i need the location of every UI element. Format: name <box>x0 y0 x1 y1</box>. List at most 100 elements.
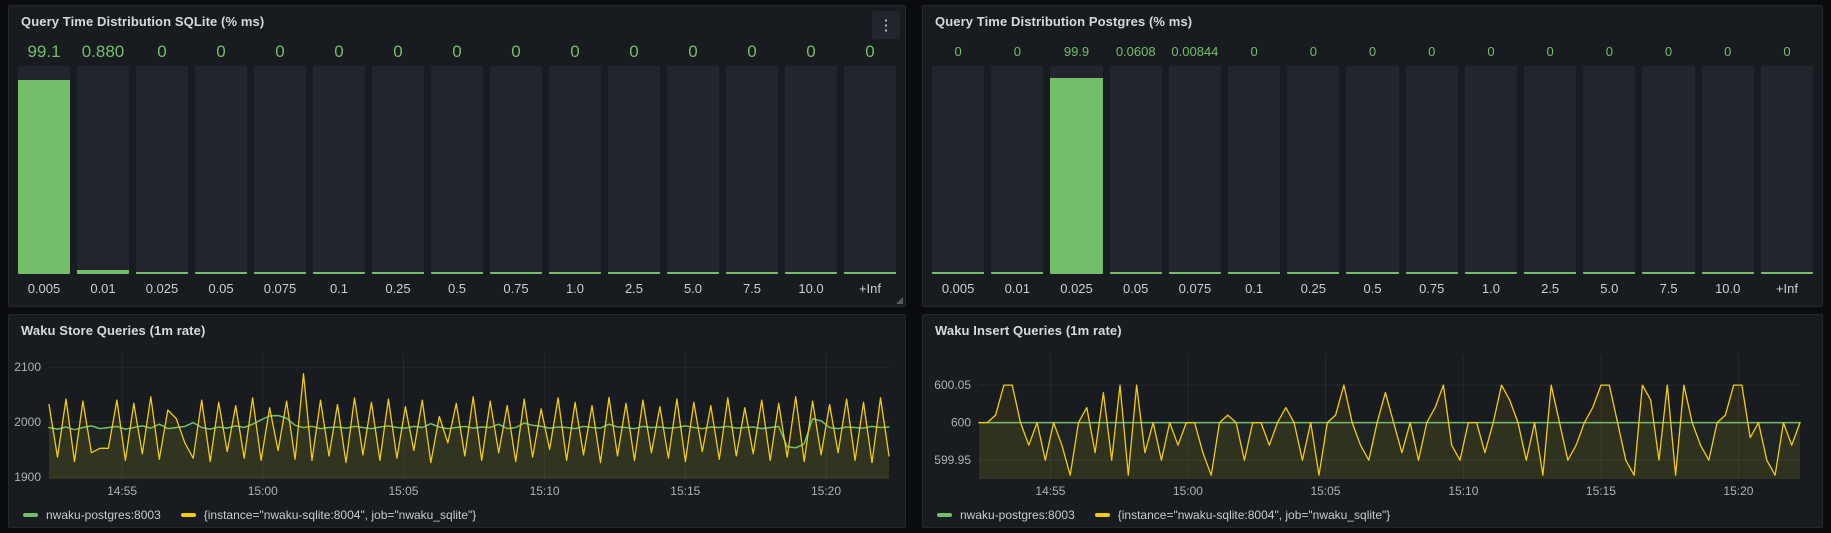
bar-value-label: 0.00844 <box>1171 44 1219 59</box>
panel-title-postgres[interactable]: Query Time Distribution Postgres (% ms) <box>935 14 1193 29</box>
bar-column: 0 2.5 <box>1524 40 1577 298</box>
bar-x-label: 7.5 <box>1659 281 1678 296</box>
bar-column: 0 0.5 <box>1346 40 1399 298</box>
bar-fill <box>932 272 985 274</box>
legend-label: nwaku-postgres:8003 <box>960 508 1075 522</box>
legend-item[interactable]: {instance="nwaku-sqlite:8004", job="nwak… <box>1094 508 1390 522</box>
bar-value-label: 0 <box>747 42 757 61</box>
bar-x-label: 0.05 <box>208 281 234 296</box>
bar-fill <box>372 272 424 274</box>
bar <box>667 66 719 274</box>
bar-x-label: 0.01 <box>1004 281 1030 296</box>
bar-x-label: 0.005 <box>27 281 61 296</box>
bar <box>785 66 837 274</box>
bar <box>1405 66 1458 274</box>
bar-x-label: 5.0 <box>1600 281 1619 296</box>
bar-x-label: 2.5 <box>1541 281 1560 296</box>
bar-x-label: 0.75 <box>1419 281 1445 296</box>
bar-x-label: 0.05 <box>1123 281 1149 296</box>
legend-item[interactable]: nwaku-postgres:8003 <box>937 508 1075 522</box>
panel-menu-button[interactable]: ⋮ <box>872 11 900 39</box>
bar <box>18 66 70 274</box>
bar-column: 0 0.1 <box>313 40 365 298</box>
bar-value-label: 0 <box>393 42 403 61</box>
bar-x-label: 0.5 <box>447 281 467 296</box>
bar <box>1109 66 1162 274</box>
bar-value-label: 0 <box>1309 44 1317 59</box>
bar-fill <box>1642 272 1695 274</box>
legend-item[interactable]: nwaku-postgres:8003 <box>23 508 161 522</box>
x-tick-label: 15:20 <box>811 484 841 498</box>
bar <box>431 66 483 274</box>
bar <box>313 66 365 274</box>
bar-fill <box>1701 272 1754 274</box>
bar-fill <box>1346 272 1399 274</box>
bar-column: 0 2.5 <box>608 40 660 298</box>
bar <box>549 66 601 274</box>
bar-value-label: 0 <box>865 42 875 61</box>
panel-query-time-sqlite: Query Time Distribution SQLite (% ms) ⋮ … <box>8 5 906 307</box>
bar-column: 0 0.01 <box>991 40 1044 298</box>
bar <box>1583 66 1636 274</box>
series-fill <box>979 422 1800 479</box>
series-line <box>48 373 890 464</box>
bar-x-label: 0.1 <box>329 281 349 296</box>
bar-column: 0 1.0 <box>549 40 601 298</box>
bar-fill <box>1287 272 1340 274</box>
x-tick-label: 15:20 <box>1723 484 1753 498</box>
chart-legend: nwaku-postgres:8003 {instance="nwaku-sqli… <box>23 508 476 522</box>
bar <box>1168 66 1222 274</box>
bar-column: 0 7.5 <box>1642 40 1695 298</box>
bar <box>1701 66 1754 274</box>
bar-value-label: 0 <box>1428 44 1436 59</box>
bar-value-label: 0 <box>452 42 462 61</box>
bar-fill <box>77 270 129 274</box>
bar <box>1287 66 1340 274</box>
bar-x-label: 10.0 <box>1715 281 1741 296</box>
time-series-store: 1900 2000 2100 14:55 15:00 15:05 15:10 15:15 15:… <box>9 315 905 527</box>
y-tick-label: 1900 <box>14 470 41 484</box>
bar-x-label: 0.75 <box>503 281 529 296</box>
bar-column: 0 0.075 <box>254 40 306 298</box>
bar <box>932 66 985 274</box>
bar <box>372 66 424 274</box>
x-tick-label: 14:55 <box>107 484 137 498</box>
resize-handle[interactable] <box>896 297 903 304</box>
panel-title-insert[interactable]: Waku Insert Queries (1m rate) <box>935 323 1122 338</box>
bar-value-label: 0 <box>1605 44 1613 59</box>
bar-column: 0 10.0 <box>785 40 837 298</box>
bar-x-label: +Inf <box>858 281 882 296</box>
x-tick-label: 15:05 <box>1310 484 1340 498</box>
bar-x-label: 10.0 <box>798 281 824 296</box>
bar-value-label: 99.9 <box>1063 44 1090 59</box>
x-tick-label: 15:05 <box>388 484 418 498</box>
bar-column: 0 0.005 <box>932 40 985 298</box>
bar-fill <box>1583 272 1636 274</box>
bar-value-label: 0.880 <box>81 42 125 61</box>
x-tick-label: 15:15 <box>670 484 700 498</box>
bar-column: 0 0.25 <box>372 40 424 298</box>
panel-waku-insert-queries: Waku Insert Queries (1m rate) 599.95 600 6… <box>922 314 1823 528</box>
bar-x-label: 0.1 <box>1245 281 1264 296</box>
time-series-insert: 599.95 600 600.05 14:55 15:00 15:05 15:10 15:15… <box>923 315 1822 527</box>
bar <box>77 66 129 274</box>
bar-x-label: 2.5 <box>624 281 644 296</box>
bar-column: 0 7.5 <box>726 40 778 298</box>
series-fill <box>49 373 889 479</box>
bar-x-label: 0.25 <box>1300 281 1326 296</box>
bar-fill <box>136 272 188 274</box>
bar-x-label: 0.5 <box>1363 281 1382 296</box>
bar-fill <box>1228 272 1281 274</box>
bar-x-label: 0.075 <box>1178 281 1212 296</box>
panel-title-store[interactable]: Waku Store Queries (1m rate) <box>21 323 206 338</box>
x-tick-label: 15:10 <box>530 484 560 498</box>
bar-x-label: 0.025 <box>1060 281 1093 296</box>
bar-column: 0 1.0 <box>1464 40 1518 298</box>
panel-title-sqlite[interactable]: Query Time Distribution SQLite (% ms) <box>21 14 265 29</box>
bar <box>490 66 542 274</box>
bar-x-label: 5.0 <box>683 281 703 296</box>
bar-x-label: 1.0 <box>1481 281 1500 296</box>
legend-item[interactable]: {instance="nwaku-sqlite:8004", job="nwak… <box>180 508 476 522</box>
x-tick-label: 15:15 <box>1586 484 1616 498</box>
bar-column: 0 10.0 <box>1701 40 1754 298</box>
